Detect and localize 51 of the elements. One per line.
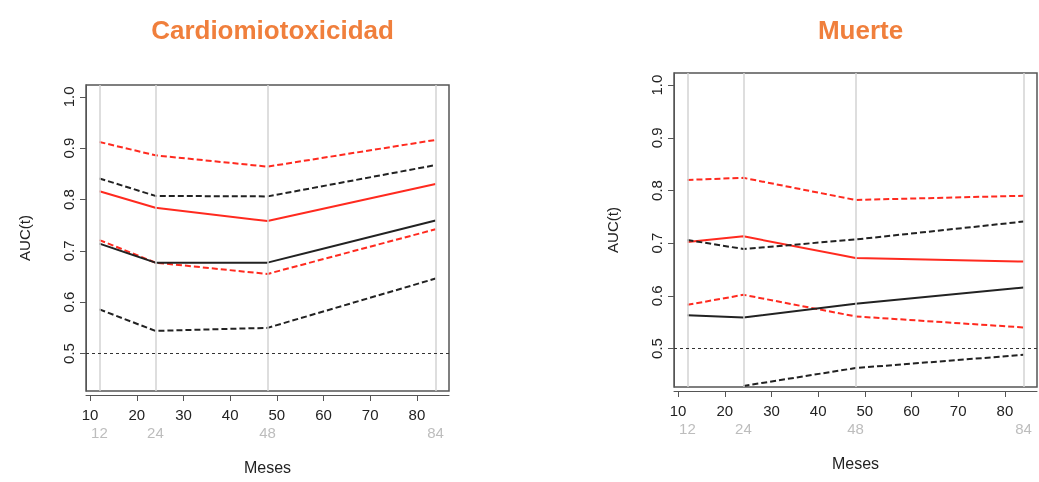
x-tick-label: 80 [996,402,1014,419]
line-series [686,286,1025,319]
x-tick-label: 60 [903,402,920,419]
y-tick-label: 1.0 [648,74,665,96]
y-tick-label: 1.0 [60,86,77,108]
x-axis-title: Meses [831,454,880,472]
x-tick-label: 70 [361,406,379,423]
line-series [686,220,1025,250]
y-tick-label: 0.7 [648,232,665,254]
x-tick-label: 30 [763,402,780,419]
x-tick-label: 40 [221,406,239,423]
x-tick-label: 40 [809,402,827,419]
x-tick-label: 50 [856,402,874,419]
ref-line-label: 48 [259,424,276,441]
line-series [98,138,437,168]
chart-title: Cardiomiotoxicidad [151,15,394,45]
line-series [686,293,1025,329]
x-tick-label: 60 [315,406,332,423]
x-tick-label: 30 [175,406,192,423]
line-series [686,176,1025,201]
chart-title: Muerte [817,15,904,45]
ref-line-label: 84 [427,424,444,441]
ref-line-label: 24 [735,420,752,437]
line-series [98,183,437,223]
x-tick-label: 20 [716,402,734,419]
y-tick-label: 0.8 [60,189,77,210]
x-tick-label: 10 [669,402,687,419]
x-tick-label: 20 [128,406,146,423]
ref-line-label: 48 [847,420,864,437]
x-axis-title: Meses [243,458,292,476]
x-tick-label: 70 [949,402,967,419]
y-tick-label: 0.7 [60,240,77,262]
y-axis-title: AUC(t) [16,215,33,261]
line-series [98,277,437,332]
ref-line-label: 12 [679,420,696,437]
y-tick-label: 0.5 [648,338,665,359]
y-tick-label: 0.6 [648,285,665,307]
ref-line-label: 84 [1015,420,1032,437]
line-series [686,235,1025,263]
line-series [98,228,437,275]
x-tick-label: 80 [408,406,426,423]
ref-line-label: 12 [91,424,108,441]
x-tick-label: 10 [81,406,99,423]
y-tick-label: 0.9 [648,127,665,149]
y-tick-label: 0.8 [648,180,665,201]
ref-line-label: 24 [147,424,164,441]
x-tick-label: 50 [268,406,286,423]
y-axis-title: AUC(t) [604,207,621,253]
y-tick-label: 0.9 [60,137,77,159]
y-tick-label: 0.6 [60,291,77,313]
y-tick-label: 0.5 [60,343,77,364]
